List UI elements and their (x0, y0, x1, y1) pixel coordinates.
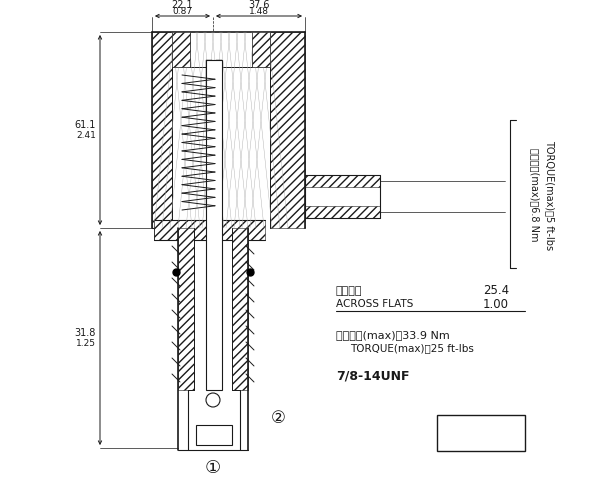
Text: 毫米: 毫米 (450, 419, 462, 429)
Polygon shape (270, 32, 305, 228)
Bar (196, 425, 232, 445)
Text: 對邊寬度: 對邊寬度 (336, 286, 362, 296)
Bar (305, 175, 380, 218)
Polygon shape (252, 32, 270, 67)
Bar (206, 60, 222, 390)
Polygon shape (216, 60, 222, 120)
Polygon shape (305, 175, 380, 187)
Polygon shape (232, 228, 248, 390)
Polygon shape (305, 206, 380, 218)
Text: 7/8-14UNF: 7/8-14UNF (336, 369, 409, 383)
Text: 英寸: 英寸 (450, 437, 462, 447)
Polygon shape (178, 228, 194, 390)
Text: INCH: INCH (487, 437, 513, 447)
Text: 安裝扭矩(max)：6.8 Nm: 安裝扭矩(max)：6.8 Nm (530, 148, 540, 242)
Text: 61.1: 61.1 (74, 120, 96, 130)
Polygon shape (154, 220, 265, 240)
Text: ①: ① (205, 459, 221, 477)
Text: 31.8: 31.8 (74, 328, 96, 338)
Polygon shape (152, 32, 172, 228)
Polygon shape (206, 60, 212, 120)
Text: 安裝扭矩(max)：33.9 Nm: 安裝扭矩(max)：33.9 Nm (336, 330, 450, 340)
Text: TORQUE(max)：5 ft-lbs: TORQUE(max)：5 ft-lbs (545, 140, 555, 250)
Text: TORQUE(max)：25 ft-lbs: TORQUE(max)：25 ft-lbs (350, 343, 474, 353)
Text: 1.00: 1.00 (483, 298, 509, 311)
Text: 0.87: 0.87 (172, 6, 193, 15)
Text: 22.1: 22.1 (172, 0, 193, 10)
Text: 1.25: 1.25 (76, 339, 96, 347)
Text: MM: MM (491, 419, 509, 429)
Text: 37.6: 37.6 (248, 0, 270, 10)
Text: ACROSS FLATS: ACROSS FLATS (336, 299, 413, 309)
Text: 1.48: 1.48 (249, 6, 269, 15)
Text: ②: ② (271, 409, 286, 427)
Text: 2.41: 2.41 (76, 130, 96, 140)
Bar (437, 415, 525, 451)
Polygon shape (172, 32, 190, 67)
Text: 25.4: 25.4 (483, 284, 509, 298)
